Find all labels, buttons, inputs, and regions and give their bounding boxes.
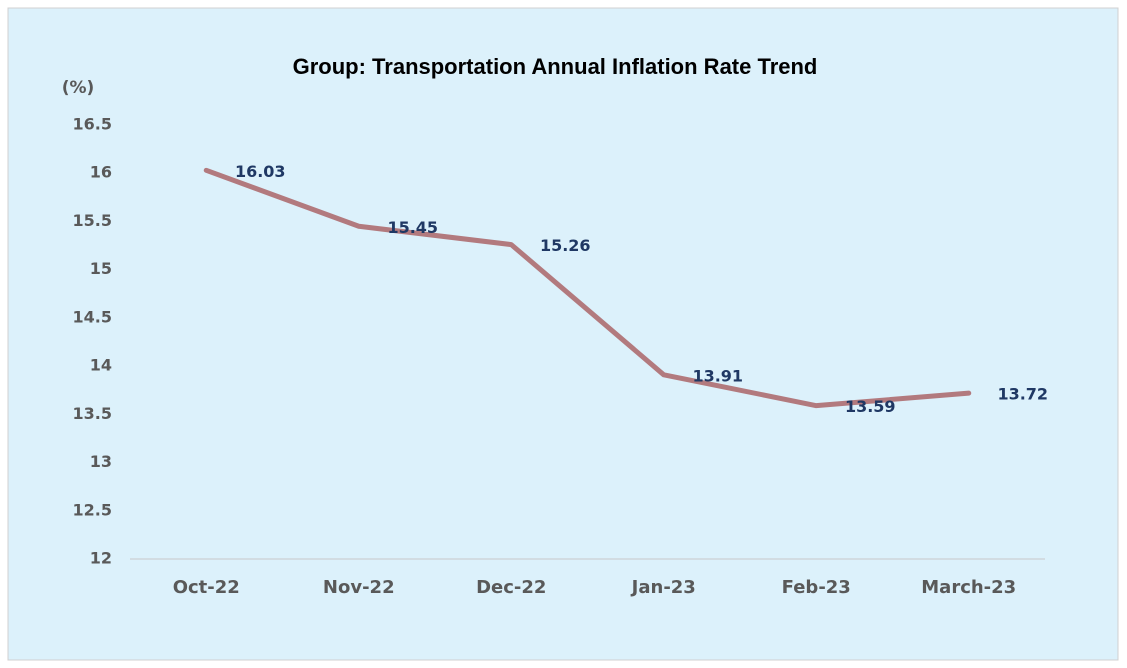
data-line	[203, 167, 972, 409]
x-tick-label: Feb-23	[782, 577, 851, 598]
data-label: 13.72	[997, 385, 1048, 404]
data-label: 13.59	[845, 397, 896, 416]
x-tick-label: Dec-22	[476, 577, 546, 598]
y-tick-label: 14	[90, 356, 112, 375]
y-axis-label: (%)	[62, 78, 95, 98]
chart-title: Group: Transportation Annual Inflation R…	[293, 54, 818, 79]
x-tick-label: Oct-22	[173, 577, 240, 598]
data-label: 13.91	[692, 366, 743, 385]
y-tick-label: 16	[90, 163, 112, 182]
data-label: 15.45	[387, 218, 438, 237]
y-tick-label: 15	[90, 259, 112, 278]
x-tick-label: March-23	[921, 577, 1016, 598]
y-tick-label: 15.5	[73, 211, 112, 230]
x-tick-label: Nov-22	[323, 577, 395, 598]
data-label: 15.26	[540, 236, 591, 255]
data-label: 16.03	[235, 162, 286, 181]
y-tick-label: 13	[90, 452, 112, 471]
y-tick-label: 12	[90, 549, 112, 568]
y-tick-label: 14.5	[73, 307, 112, 326]
y-tick-label: 16.5	[73, 115, 112, 134]
y-tick-label: 13.5	[73, 404, 112, 423]
y-tick-label: 12.5	[73, 500, 112, 519]
x-tick-label: Jan-23	[630, 577, 696, 598]
chart-background	[7, 7, 1119, 661]
